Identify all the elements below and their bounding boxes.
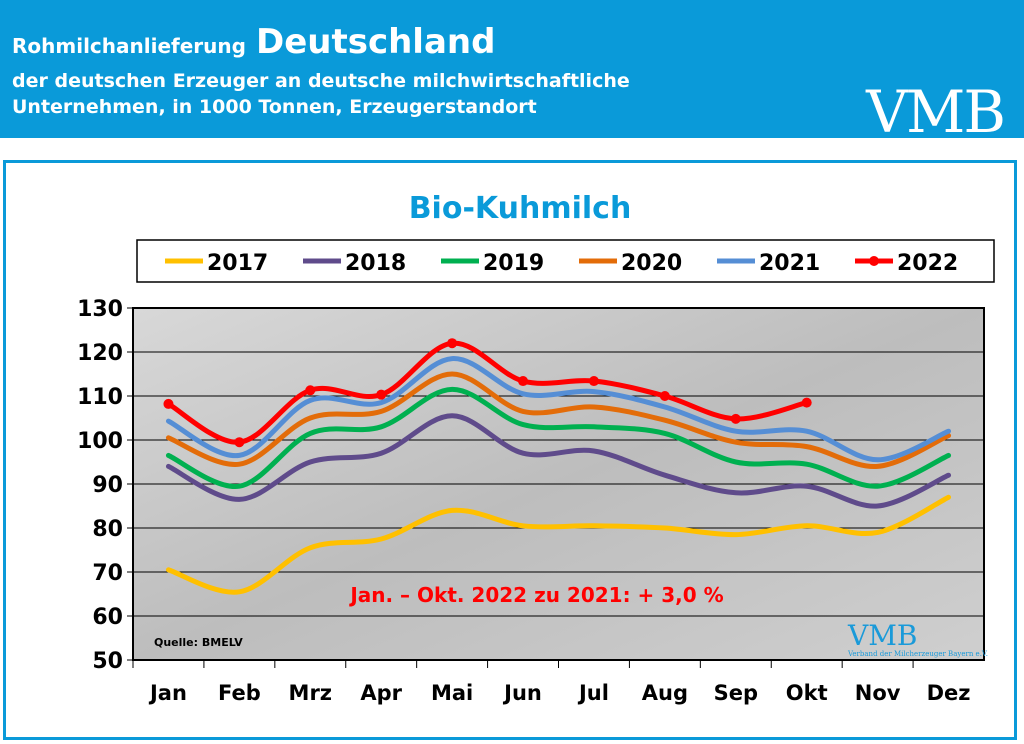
x-tick-label: Sep — [714, 681, 758, 705]
x-tick-label: Feb — [218, 681, 261, 705]
data-point-2022 — [588, 376, 599, 387]
series-line-2018 — [165, 413, 952, 509]
chart-title: Bio-Kuhmilch — [409, 191, 632, 226]
series-line-2022 — [165, 340, 810, 445]
x-tick-label: Jun — [502, 681, 542, 705]
y-tick-label: 120 — [77, 341, 123, 366]
data-point-2022 — [730, 413, 741, 424]
data-point-2022 — [518, 376, 529, 387]
x-tick-label: Dez — [927, 681, 971, 705]
y-tick-label: 90 — [92, 473, 123, 498]
annotation: Jan. – Okt. 2022 zu 2021: + 3,0 % — [348, 583, 723, 607]
y-tick-label: 60 — [92, 605, 123, 630]
data-point-2022 — [659, 391, 670, 401]
legend-label-2022: 2022 — [897, 251, 958, 276]
legend-box — [136, 239, 995, 283]
x-tick-label: Aug — [642, 681, 688, 705]
chart-frame — [3, 160, 1017, 740]
x-tick-label: Mai — [431, 681, 473, 705]
y-tick-label: 110 — [77, 385, 123, 410]
header-banner: Rohmilchanlieferung Deutschland der deuts… — [0, 0, 1024, 146]
data-point-2022 — [376, 389, 387, 400]
x-tick-label: Mrz — [289, 681, 332, 705]
y-tick-label: 50 — [92, 649, 123, 674]
header-subtitle: der deutschen Erzeuger an deutsche milch… — [12, 68, 630, 120]
x-tick-label: Okt — [786, 681, 828, 705]
data-point-2022 — [234, 437, 245, 448]
watermark-logo: VMB — [847, 619, 917, 652]
data-point-2022 — [801, 397, 812, 408]
y-tick-label: 70 — [92, 561, 123, 586]
legend-label-2021: 2021 — [759, 251, 820, 276]
x-tick-label: Jan — [148, 681, 187, 705]
data-point-2022 — [447, 338, 458, 349]
legend-label-2018: 2018 — [345, 251, 406, 276]
legend-marker-2022 — [869, 256, 879, 266]
header-subtitle-line1: der deutschen Erzeuger an deutsche milch… — [12, 70, 630, 92]
y-tick-label: 80 — [92, 517, 123, 542]
data-point-2022 — [305, 385, 316, 396]
legend-label-2017: 2017 — [207, 251, 268, 276]
y-tick-label: 100 — [77, 429, 123, 454]
legend: 2017 2018 2019 2020 2021 2022 — [165, 251, 958, 276]
watermark-subtitle: Verband der Milcherzeuger Bayern e.V. — [847, 650, 988, 658]
header-title-big: Deutschland — [255, 22, 496, 62]
vmb-logo: VMB — [866, 78, 1006, 146]
x-tick-label: Jul — [577, 681, 609, 705]
x-tick-label: Apr — [360, 681, 402, 705]
data-point-2022 — [163, 398, 174, 409]
series-line-2017 — [165, 494, 952, 595]
header-subtitle-line2: Unternehmen, in 1000 Tonnen, Erzeugersta… — [12, 96, 537, 118]
header-title-small: Rohmilchanlieferung — [12, 34, 246, 58]
series-line-2019 — [165, 386, 952, 489]
series-line-2021 — [165, 356, 952, 463]
source-label: Quelle: BMELV — [154, 636, 243, 649]
y-tick-label: 130 — [77, 297, 123, 322]
legend-label-2019: 2019 — [483, 251, 544, 276]
header-title: Rohmilchanlieferung Deutschland — [12, 22, 495, 62]
x-tick-label: Nov — [855, 681, 901, 705]
series-line-2020 — [165, 371, 952, 469]
legend-label-2020: 2020 — [621, 251, 682, 276]
